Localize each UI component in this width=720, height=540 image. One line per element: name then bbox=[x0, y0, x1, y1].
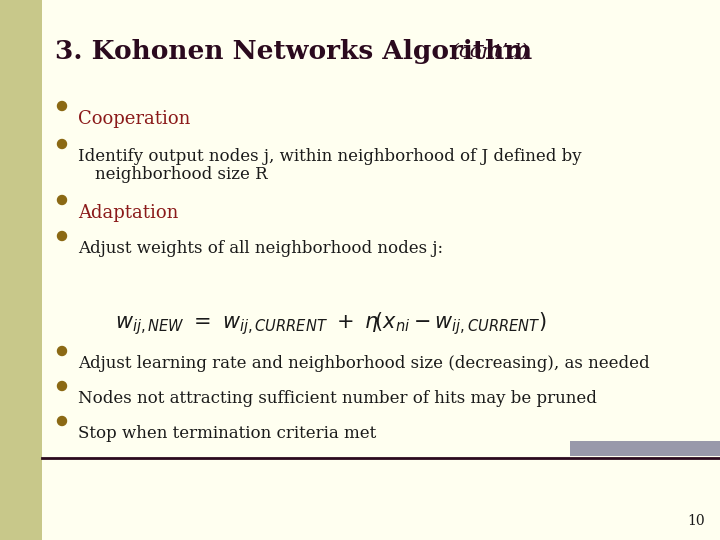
Text: Stop when termination criteria met: Stop when termination criteria met bbox=[78, 425, 377, 442]
Text: neighborhood size R: neighborhood size R bbox=[95, 166, 268, 183]
Text: Adaptation: Adaptation bbox=[78, 204, 179, 222]
Text: Identify output nodes j, within neighborhood of J defined by: Identify output nodes j, within neighbor… bbox=[78, 148, 582, 165]
Circle shape bbox=[58, 102, 66, 111]
Text: 3. Kohonen Networks Algorithm: 3. Kohonen Networks Algorithm bbox=[55, 39, 532, 64]
Bar bbox=[0, 0, 42, 540]
Text: (cont’d): (cont’d) bbox=[445, 43, 528, 61]
Circle shape bbox=[58, 139, 66, 148]
Circle shape bbox=[58, 195, 66, 205]
Text: Adjust learning rate and neighborhood size (decreasing), as needed: Adjust learning rate and neighborhood si… bbox=[78, 355, 649, 372]
Text: Nodes not attracting sufficient number of hits may be pruned: Nodes not attracting sufficient number o… bbox=[78, 390, 597, 407]
Circle shape bbox=[58, 232, 66, 240]
Circle shape bbox=[58, 381, 66, 390]
Text: 10: 10 bbox=[688, 514, 705, 528]
Text: $w_{ij,\mathit{NEW}}\ =\ w_{ij,\mathit{CURRENT}}\ +\ \eta\!\left(x_{ni} - w_{ij,: $w_{ij,\mathit{NEW}}\ =\ w_{ij,\mathit{C… bbox=[115, 310, 546, 337]
Text: Adjust weights of all neighborhood nodes j:: Adjust weights of all neighborhood nodes… bbox=[78, 240, 443, 257]
Text: Cooperation: Cooperation bbox=[78, 110, 190, 128]
Circle shape bbox=[58, 416, 66, 426]
Circle shape bbox=[58, 347, 66, 355]
Bar bbox=[570, 441, 720, 456]
